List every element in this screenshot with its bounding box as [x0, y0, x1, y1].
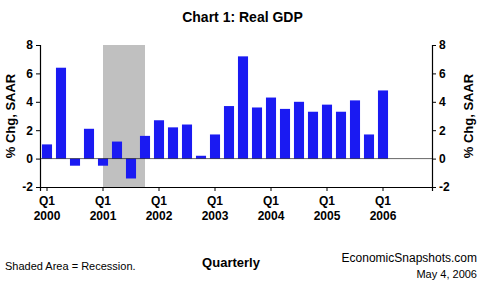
tick-label: Q12000: [34, 194, 61, 223]
bar: [322, 105, 332, 159]
tick-label: Q12006: [370, 194, 397, 223]
tick-label: -2: [439, 180, 450, 194]
bar: [112, 142, 122, 159]
tick-mark: [432, 102, 436, 103]
bar: [98, 159, 108, 166]
tick-mark: [383, 187, 384, 191]
tick-mark: [271, 187, 272, 191]
tick-mark: [36, 73, 40, 74]
tick-mark: [36, 130, 40, 131]
bar: [56, 68, 66, 159]
y2-axis-label: % Chg, SAAR: [461, 73, 476, 158]
tick: 8: [26, 38, 40, 52]
tick-label: 4: [26, 95, 33, 109]
recession-shading: [103, 45, 145, 187]
bar: [294, 102, 304, 159]
bar: [364, 134, 374, 158]
tick-mark: [103, 187, 104, 191]
tick: Q12000: [34, 187, 61, 223]
tick-label: Q12003: [202, 194, 229, 223]
axis-line: [36, 46, 41, 188]
plot-area: [40, 45, 432, 187]
tick-label: Q12001: [90, 194, 117, 223]
bar: [126, 159, 136, 179]
tick: 2: [26, 124, 40, 138]
tick-mark: [159, 187, 160, 191]
tick-label: 0: [26, 152, 33, 166]
bar: [350, 100, 360, 158]
tick: Q12002: [146, 187, 173, 223]
tick: 0: [432, 152, 446, 166]
tick-label: 8: [26, 38, 33, 52]
y2-axis: -2 0 2 4 6 8: [432, 38, 450, 194]
tick-mark: [432, 73, 436, 74]
tick: Q12003: [202, 187, 229, 223]
tick-label: 8: [439, 38, 446, 52]
tick-mark: [432, 130, 436, 131]
tick-mark: [432, 159, 436, 160]
x-axis-label: Quarterly: [202, 255, 261, 270]
tick-label: Q12002: [146, 194, 173, 223]
bar: [42, 144, 52, 158]
tick: Q12004: [258, 187, 285, 223]
bar: [70, 159, 80, 166]
tick-label: Q12004: [258, 194, 285, 223]
tick-mark: [327, 187, 328, 191]
tick-label: 4: [439, 95, 446, 109]
tick-mark: [432, 45, 436, 46]
tick-label: 0: [439, 152, 446, 166]
bar: [280, 109, 290, 159]
bar: [168, 127, 178, 158]
tick: -2: [432, 180, 450, 194]
bar: [210, 134, 220, 158]
tick-label: 2: [26, 124, 33, 138]
chart-container: -202468-202468Q12000Q12001Q12002Q12003Q1…: [0, 0, 485, 300]
tick: 6: [26, 67, 40, 81]
tick-mark: [47, 187, 48, 191]
bar: [308, 112, 318, 159]
note: Shaded Area = Recession.: [5, 260, 136, 272]
tick-label: 2: [439, 124, 446, 138]
title: Chart 1: Real GDP: [182, 9, 303, 25]
zero-line: [40, 158, 432, 159]
tick: 2: [432, 124, 446, 138]
tick: Q12001: [90, 187, 117, 223]
tick: 4: [26, 95, 40, 109]
bar: [154, 120, 164, 158]
bar: [84, 129, 94, 159]
tick-label: -2: [22, 180, 33, 194]
tick: 6: [432, 67, 446, 81]
source: EconomicSnapshots.com: [342, 251, 477, 265]
tick-mark: [36, 45, 40, 46]
axis-line: [433, 46, 437, 188]
bar: [140, 136, 150, 159]
bar: [378, 90, 388, 158]
tick-label: Q12005: [314, 194, 341, 223]
axis-line: [41, 188, 433, 192]
tick: 8: [432, 38, 446, 52]
tick: Q12006: [370, 187, 397, 223]
y-axis-label: % Chg, SAAR: [3, 73, 18, 158]
chart-svg: -202468-202468Q12000Q12001Q12002Q12003Q1…: [0, 0, 485, 300]
bar: [336, 112, 346, 159]
tick: 0: [26, 152, 40, 166]
tick-mark: [36, 102, 40, 103]
date: May 4, 2006: [416, 268, 477, 280]
tick-label: 6: [439, 67, 446, 81]
tick-mark: [36, 187, 40, 188]
tick-label: 6: [26, 67, 33, 81]
tick-mark: [36, 159, 40, 160]
bar: [196, 156, 206, 159]
bar: [182, 125, 192, 159]
bar: [238, 56, 248, 158]
bar: [252, 107, 262, 158]
y-axis: -2 0 2 4 6 8: [22, 38, 40, 194]
x-axis: Q12000 Q12001 Q12002 Q12003 Q12004 Q12005 Q120…: [34, 187, 433, 223]
tick: 4: [432, 95, 446, 109]
tick: Q12005: [314, 187, 341, 223]
tick: -2: [22, 180, 40, 194]
bar: [266, 98, 276, 159]
bar: [224, 106, 234, 159]
tick-mark: [215, 187, 216, 191]
